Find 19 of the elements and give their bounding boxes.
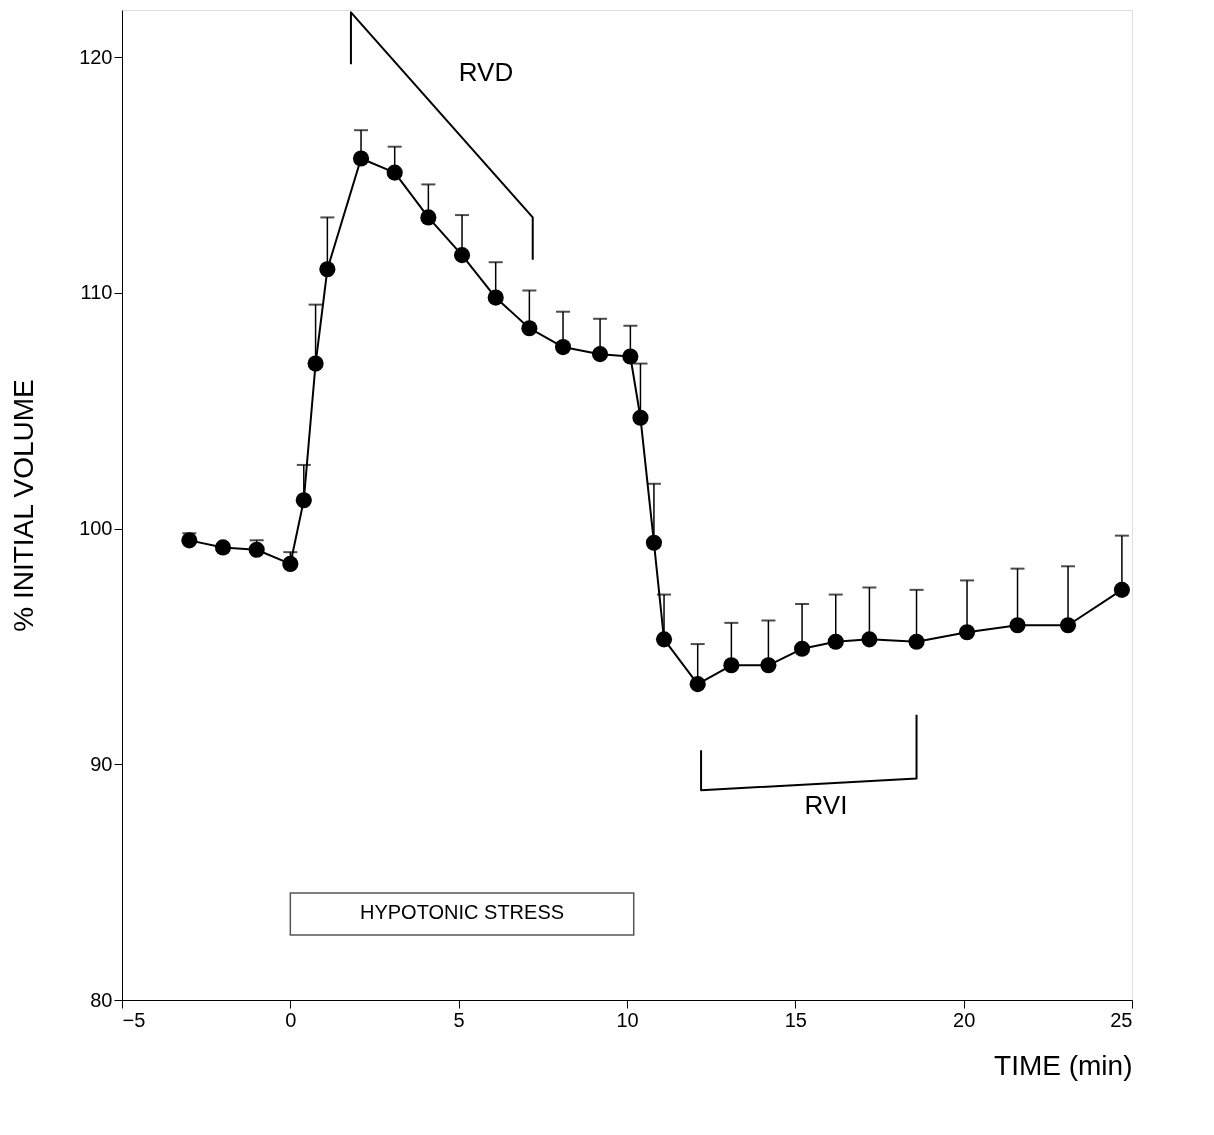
line-series	[700, 713, 918, 792]
x-tick-label: −5	[122, 1008, 146, 1031]
y-tick-label: 100	[79, 517, 113, 540]
y-tick-label: 80	[90, 988, 113, 1011]
x-tick-label: 15	[784, 1008, 807, 1031]
annotation: RVI	[804, 790, 848, 820]
line-series	[349, 11, 534, 261]
x-tick-label: 25	[1110, 1008, 1133, 1031]
annotation: RVD	[458, 57, 514, 87]
x-tick-label: 0	[285, 1008, 297, 1031]
x-axis-title: TIME (min)	[994, 1049, 1133, 1081]
y-tick-label: 110	[80, 281, 113, 304]
y-axis-title: % INITIAL VOLUME	[8, 379, 40, 632]
x-tick-label: 10	[616, 1008, 639, 1031]
y-tick-label: 120	[79, 45, 113, 68]
x-tick-label: 20	[953, 1008, 976, 1031]
band-label: HYPOTONIC STRESS	[359, 901, 565, 923]
y-tick-label: 90	[90, 752, 113, 775]
x-tick-label: 5	[453, 1008, 465, 1031]
